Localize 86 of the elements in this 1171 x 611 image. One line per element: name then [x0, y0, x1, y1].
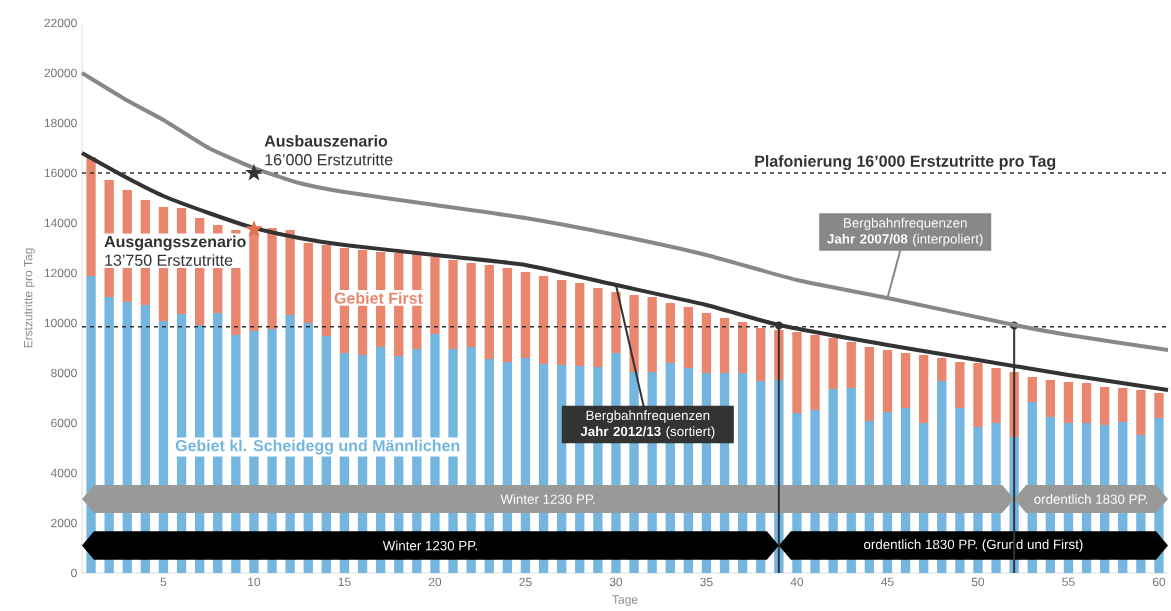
y-tick-label: 18000: [44, 118, 77, 128]
y-tick-label: 14000: [44, 218, 77, 228]
bar: [556, 280, 567, 366]
ref-line-label: Plafonierung 16’000 Erstzutritte pro Tag: [755, 155, 1056, 171]
y-tick-label: 20000: [44, 68, 77, 78]
bar: [882, 350, 893, 413]
bar: [1099, 387, 1110, 426]
bar: [828, 338, 838, 390]
bar: [810, 335, 820, 411]
bar: [448, 260, 458, 350]
bar: [918, 355, 929, 424]
x-tick-label: 40: [790, 577, 804, 587]
y-axis-title: Erstzutritte pro Tag: [23, 248, 35, 348]
x-tick-label: 50: [971, 577, 985, 587]
bar: [1154, 393, 1164, 419]
bar: [756, 328, 766, 382]
bar: [665, 303, 675, 364]
bar: [520, 272, 531, 359]
bar: [611, 292, 621, 354]
bar: [484, 265, 494, 360]
x-tick-label: 20: [428, 577, 442, 587]
bar: [1081, 383, 1092, 424]
bar: [1118, 388, 1128, 423]
x-axis-title: Tage: [612, 595, 638, 607]
bar: [629, 295, 639, 373]
bar: [575, 283, 585, 367]
y-tick-label: 2000: [51, 518, 77, 528]
point: [245, 163, 263, 181]
series-label: Ausbauszenario: [264, 135, 388, 147]
bar: [466, 263, 476, 348]
x-tick-label: 35: [700, 577, 713, 587]
band-label: Winter 1230 PP.: [382, 540, 477, 551]
bar: [719, 318, 730, 374]
bar: [900, 353, 911, 409]
text: Bergbahnfrequenzen Jahr 2012/13 (sortiert): [580, 410, 715, 439]
y-tick-label: 10000: [44, 318, 77, 328]
y-tick-label: 8000: [51, 368, 77, 378]
bar: [647, 297, 657, 373]
bar: [303, 243, 313, 324]
series-label: Gebiet First: [334, 292, 423, 305]
bar: [249, 233, 259, 332]
bar: [864, 347, 875, 422]
bar: [701, 313, 712, 374]
data-label: 13’750 Erstzutritte: [105, 254, 233, 267]
point: [245, 220, 263, 238]
bar: [593, 288, 603, 368]
band-label: Winter 1230 PP.: [500, 494, 595, 505]
series-label: Ausgangsszenario: [104, 235, 246, 251]
x-tick-label: 30: [609, 577, 623, 587]
y-tick-label: 6000: [51, 418, 77, 428]
bar: [321, 245, 332, 337]
bar: [285, 230, 295, 316]
x-tick-label: 45: [881, 577, 894, 587]
bar: [1045, 380, 1056, 418]
data-label: 16’000 Erstzutritte: [265, 153, 393, 166]
x-tick-label: 55: [1062, 577, 1075, 587]
bar: [430, 257, 440, 335]
bar: [846, 342, 856, 389]
x-tick-label: 25: [519, 577, 532, 587]
y-tick-label: 22000: [44, 18, 77, 28]
bar: [1027, 377, 1037, 403]
x-tick-label: 60: [1152, 577, 1166, 587]
text: Bergbahnfrequenzen Jahr 2007/08 (interpoliert): [827, 218, 983, 247]
series-label: Gebiet kl. Scheidegg und Männlichen: [175, 439, 460, 455]
x-tick-label: 5: [160, 577, 167, 587]
x-tick-label: 15: [338, 577, 351, 587]
x-tick-label: 10: [248, 577, 261, 587]
bar: [991, 368, 1001, 424]
bar: [502, 268, 513, 363]
bar: [86, 157, 96, 277]
y-tick-label: 4000: [50, 468, 77, 478]
bar: [267, 228, 277, 330]
y-tick-label: 16000: [44, 168, 77, 178]
band-label: ordentlich 1830 PP.: [1034, 494, 1148, 505]
bar: [683, 307, 694, 369]
bar: [955, 362, 965, 409]
bar: [1063, 382, 1074, 424]
y-tick-label: 0: [71, 568, 77, 578]
y-tick-label: 12000: [44, 268, 77, 278]
bar: [937, 358, 947, 382]
bar: [792, 332, 802, 414]
bar: [973, 363, 983, 428]
bar: [1136, 390, 1146, 436]
line-series: [80, 71, 1171, 353]
bar: [737, 322, 748, 374]
bar: [538, 276, 549, 365]
